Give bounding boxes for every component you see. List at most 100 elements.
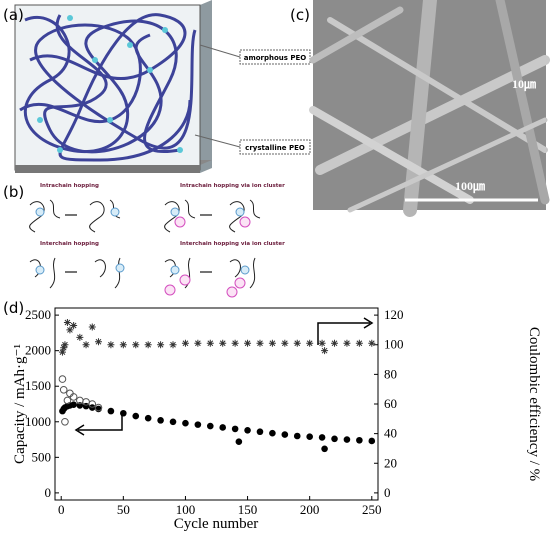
- data-point: [63, 319, 71, 327]
- data-point: [331, 339, 339, 347]
- arrows: [74, 317, 374, 436]
- y2-tick-label: 100: [384, 337, 404, 352]
- data-point: [94, 338, 102, 346]
- y-tick-label: 1000: [25, 414, 51, 429]
- data-point: [368, 339, 376, 347]
- polymer-chains: [19, 13, 197, 162]
- y-tick-label: 0: [45, 485, 52, 500]
- y-tick-label: 500: [32, 449, 52, 464]
- box-side: [200, 0, 212, 173]
- data-point: [107, 407, 115, 415]
- data-point: [293, 339, 301, 347]
- data-point: [368, 437, 376, 445]
- data-point: [268, 339, 276, 347]
- annotation: Interchain hopping: [40, 241, 99, 247]
- y2-tick-label: 80: [384, 366, 397, 381]
- data-point: [244, 427, 251, 434]
- data-point: [157, 417, 164, 424]
- panel-a: amorphous PEO crystalline PEO (a): [3, 0, 311, 173]
- hopping-sketches: [29, 199, 261, 289]
- data-point: [94, 403, 103, 412]
- data-point: [59, 385, 68, 394]
- data-point: [321, 347, 329, 355]
- y-axis-label: Capacity / mAh·g⁻¹: [12, 344, 28, 464]
- annotation: crystalline PEO: [245, 144, 305, 152]
- data-point: [256, 428, 264, 436]
- data-point: [321, 445, 328, 453]
- x-tick-label: 100: [176, 502, 196, 517]
- crystalline-sites: [37, 15, 183, 153]
- panel-label: (d): [3, 299, 24, 317]
- data-point: [231, 339, 239, 347]
- data-point: [60, 344, 68, 352]
- annotation: Intrachain hopping: [40, 183, 99, 189]
- scale-label: 10㎛: [512, 77, 536, 91]
- data-point: [194, 339, 202, 347]
- data-point: [82, 341, 90, 349]
- x-tick-label: 250: [362, 502, 382, 517]
- data-point: [256, 339, 264, 347]
- data-point: [293, 432, 301, 440]
- leader-line: [194, 134, 241, 148]
- data-point: [355, 339, 363, 347]
- x-tick-label: 0: [58, 502, 65, 517]
- data-point: [318, 434, 326, 441]
- y-tick-label: 2500: [25, 307, 51, 322]
- data-point: [343, 436, 351, 443]
- x-tick-label: 200: [300, 502, 320, 517]
- data-point: [70, 321, 78, 329]
- data-point: [61, 417, 69, 426]
- data-point: [169, 341, 177, 349]
- data-point: [76, 333, 84, 341]
- data-point: [269, 429, 276, 437]
- panel-label: (c): [290, 6, 310, 24]
- data-point: [318, 339, 326, 347]
- data-point: [306, 339, 314, 347]
- data-point: [144, 414, 152, 422]
- data-point: [58, 348, 66, 356]
- data-point: [88, 323, 96, 331]
- panel-label: (a): [3, 6, 24, 24]
- data-point: [88, 400, 97, 408]
- x-tick-label: 50: [117, 502, 130, 517]
- plot-frame: [54, 307, 379, 501]
- data-point: [306, 433, 313, 441]
- data-point: [66, 389, 74, 398]
- box-base: [15, 165, 200, 173]
- data-point: [281, 431, 289, 438]
- data-point: [206, 339, 214, 347]
- y-tick-label: 2000: [25, 343, 51, 358]
- panel-d: (d) Capacity / mAh·g⁻¹ Coulombic efficie…: [3, 299, 542, 532]
- data-point: [144, 341, 152, 349]
- data-point: [356, 436, 363, 444]
- data-point: [331, 435, 338, 443]
- x-tick-label: 150: [238, 502, 258, 517]
- panel-c: 10㎛ 100㎛ (c): [290, 0, 550, 217]
- x-axis-label: Cycle number: [174, 516, 259, 532]
- data-point: [63, 396, 72, 405]
- data-point: [235, 438, 243, 445]
- data-point: [219, 339, 227, 347]
- y-tick-label: 1500: [25, 378, 51, 393]
- annotation: amorphous PEO: [244, 54, 307, 62]
- leader-line: [199, 44, 241, 58]
- annotation: Interchain hopping via ion cluster: [180, 241, 285, 247]
- y2-tick-label: 40: [384, 426, 397, 441]
- sem-fibers: [309, 0, 550, 217]
- scale-label: 100㎛: [455, 179, 485, 193]
- data-point: [107, 341, 115, 349]
- data-point: [157, 341, 165, 349]
- panel-label: (b): [3, 183, 24, 201]
- data-point: [169, 418, 177, 426]
- data-point: [194, 421, 202, 428]
- annotation: Intrachain hopping via ion cluster: [180, 183, 285, 189]
- data-point: [119, 341, 127, 349]
- data-point: [206, 422, 214, 430]
- data-point: [343, 339, 351, 347]
- y2-tick-label: 0: [384, 485, 391, 500]
- data-point: [182, 419, 189, 427]
- ion-clusters: [164, 216, 251, 298]
- data-point: [61, 341, 69, 349]
- y2-tick-label: 60: [384, 396, 397, 411]
